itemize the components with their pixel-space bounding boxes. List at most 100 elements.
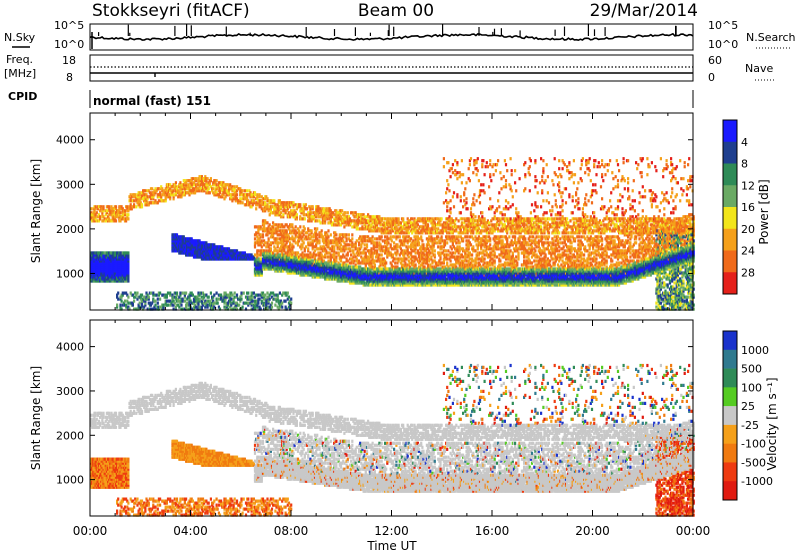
power-cell xyxy=(133,203,135,206)
power-cell xyxy=(127,296,129,299)
power-cell xyxy=(261,300,263,303)
power-cell xyxy=(261,239,263,242)
power-cell xyxy=(384,235,386,238)
power-cell xyxy=(270,241,272,244)
power-cell xyxy=(264,241,266,244)
power-cell xyxy=(102,205,104,208)
power-cell xyxy=(299,225,301,228)
power-cell xyxy=(395,235,397,238)
power-cell xyxy=(248,201,250,204)
power-cell xyxy=(229,183,231,186)
noise-right-tick-top: 10^5 xyxy=(708,19,738,32)
power-cell xyxy=(147,195,149,198)
power-cell xyxy=(234,292,236,295)
power-cell xyxy=(304,217,306,220)
power-cell xyxy=(175,181,177,184)
power-cell xyxy=(317,247,319,250)
freq-left-tick-top: 18 xyxy=(62,54,76,67)
power-cell xyxy=(260,233,262,236)
power-cell xyxy=(244,302,246,305)
power-cell xyxy=(381,245,383,248)
power-cell xyxy=(335,251,337,254)
power-cell xyxy=(292,201,294,204)
power-cell xyxy=(325,207,327,210)
power-cell xyxy=(139,302,141,305)
power-cell xyxy=(278,241,280,244)
power-cell xyxy=(370,247,372,250)
power-cell xyxy=(346,237,348,240)
freq-panel-frame xyxy=(90,55,693,81)
power-cell xyxy=(253,292,255,295)
power-cell xyxy=(291,223,293,226)
noise-sky-trace xyxy=(90,34,693,40)
power-cell xyxy=(256,193,258,196)
power-cell xyxy=(356,257,358,260)
power-cell xyxy=(358,241,360,244)
power-cell xyxy=(372,235,374,238)
power-cell xyxy=(378,253,380,256)
power-cell xyxy=(199,298,201,301)
noise-left-tick-bottom: 10^0 xyxy=(54,38,84,51)
power-cell xyxy=(387,241,389,244)
power-cell xyxy=(158,199,160,202)
power-cell xyxy=(139,191,141,194)
power-cell xyxy=(393,241,395,244)
power-cell xyxy=(297,251,299,254)
power-cell xyxy=(390,243,392,246)
power-cell xyxy=(182,292,184,295)
power-cell xyxy=(148,296,150,299)
power-cell xyxy=(271,302,273,305)
power-cell xyxy=(254,191,256,194)
power-cell xyxy=(182,298,184,301)
power-cell xyxy=(306,207,308,210)
power-cell xyxy=(179,181,181,184)
power-cell xyxy=(246,189,248,192)
power-cell xyxy=(99,215,101,218)
power-cell xyxy=(356,239,358,242)
power-cell xyxy=(343,225,345,228)
power-cell xyxy=(252,300,254,303)
power-cell xyxy=(133,199,135,202)
power-cell xyxy=(162,304,164,307)
power-cell xyxy=(167,304,169,307)
power-cell xyxy=(272,241,274,244)
power-cell xyxy=(127,251,129,254)
power-cell xyxy=(396,243,398,246)
power-cell xyxy=(327,235,329,238)
power-cell xyxy=(352,249,354,252)
power-cell xyxy=(116,304,118,307)
power-cell xyxy=(359,261,361,264)
power-cell xyxy=(254,237,256,240)
power-cell xyxy=(234,185,236,188)
power-cell xyxy=(318,239,320,242)
power-cell xyxy=(257,249,259,252)
power-cell xyxy=(400,221,402,224)
power-cell xyxy=(357,227,359,230)
power-cell xyxy=(261,245,263,248)
power-cell xyxy=(391,239,393,242)
power-cell xyxy=(270,199,272,202)
power-cell xyxy=(123,292,125,295)
power-cell xyxy=(117,292,119,295)
power-cell xyxy=(392,253,394,256)
power-cell xyxy=(335,233,337,236)
power-cell xyxy=(270,292,272,295)
power-cell xyxy=(376,249,378,252)
power-cell xyxy=(266,221,268,224)
power-cell xyxy=(296,231,298,234)
power-cell xyxy=(348,243,350,246)
power-cell xyxy=(398,217,400,220)
power-cell xyxy=(364,243,366,246)
power-cell xyxy=(349,247,351,250)
freq-right-tick-top: 60 xyxy=(708,54,722,67)
power-cell xyxy=(179,292,181,295)
power-cell xyxy=(259,298,261,301)
power-cell xyxy=(351,225,353,228)
date-title: 29/Mar/2014 xyxy=(590,1,698,21)
power-cell xyxy=(295,241,297,244)
power-cell xyxy=(95,205,97,208)
power-cell xyxy=(374,237,376,240)
power-cell xyxy=(277,249,279,252)
power-cell xyxy=(288,296,290,299)
